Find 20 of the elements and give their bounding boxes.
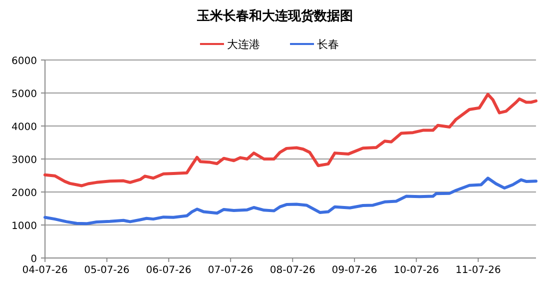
y-tick-label: 5000	[12, 89, 37, 100]
legend-label: 大连港	[227, 38, 260, 51]
y-tick-label: 3000	[12, 155, 37, 166]
y-tick-label: 4000	[12, 122, 37, 133]
x-tick-label: 10-07-26	[394, 265, 440, 276]
y-tick-label: 2000	[12, 188, 37, 199]
x-tick-label: 07-07-26	[208, 265, 254, 276]
chart-title: 玉米长春和大连现货数据图	[196, 8, 353, 24]
y-tick-label: 1000	[12, 221, 37, 232]
x-tick-label: 11-07-26	[456, 265, 501, 276]
y-tick-label: 6000	[12, 56, 37, 67]
line-series	[44, 92, 538, 188]
line-series	[44, 176, 538, 226]
x-tick-label: 04-07-26	[22, 265, 68, 276]
y-tick-label: 0	[30, 254, 37, 265]
x-tick-label: 06-07-26	[146, 265, 192, 276]
x-tick-label: 05-07-26	[84, 265, 130, 276]
x-tick-label: 09-07-26	[332, 265, 378, 276]
legend-label: 长春	[317, 38, 339, 51]
x-tick-label: 08-07-26	[270, 265, 316, 276]
